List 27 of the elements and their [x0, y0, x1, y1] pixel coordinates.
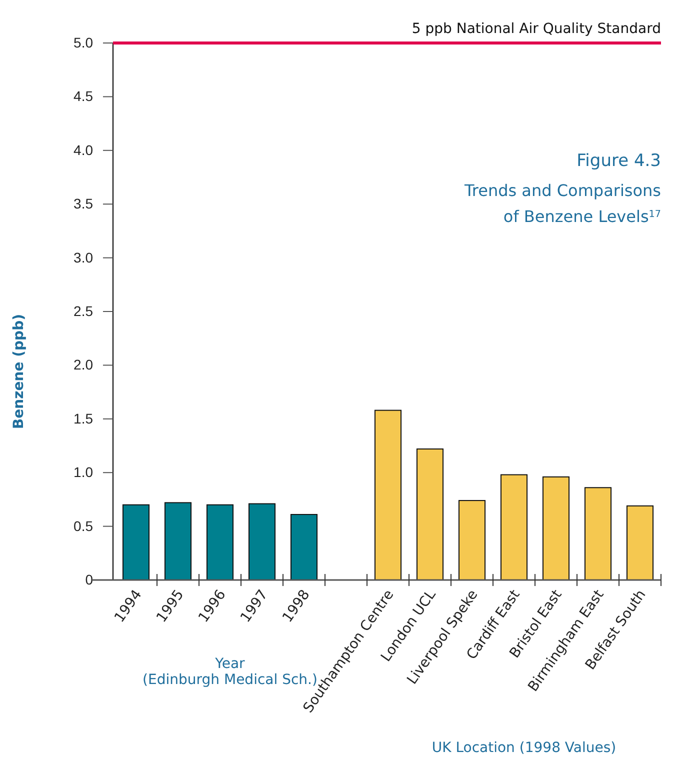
x-axis-title: UK Location (1998 Values)	[432, 740, 616, 756]
y-tick-label: 1.5	[74, 410, 94, 426]
bar	[500, 474, 528, 580]
y-tick-label: 2.5	[74, 302, 94, 319]
bar	[290, 514, 318, 580]
bar	[458, 500, 486, 580]
bar	[248, 503, 276, 580]
ref-line-label: 5 ppb National Air Quality Standard	[412, 21, 661, 37]
text: Trends and Comparisons of Benzene Levels$^{17}$	[463, 181, 661, 226]
y-tick-label: 3.0	[74, 249, 94, 266]
y-tick-label: 3.5	[74, 196, 94, 212]
bar	[542, 476, 570, 580]
bar	[626, 505, 654, 580]
y-tick-label: 5.0	[74, 34, 94, 50]
y-tick-label: 0.5	[74, 518, 94, 534]
y-tick-label: 1.0	[74, 464, 94, 480]
bar	[374, 410, 402, 580]
bar	[164, 502, 192, 580]
bar	[416, 448, 444, 580]
y-tick-label: 4.0	[74, 142, 94, 158]
bar	[122, 504, 150, 580]
text: Figure 4.3	[576, 151, 661, 171]
y-axis-title: Benzene (ppb)	[11, 314, 27, 429]
bar	[206, 504, 234, 580]
y-tick-label: 2.0	[74, 356, 94, 373]
y-tick-label: 4.5	[74, 88, 94, 104]
bar	[584, 487, 612, 580]
